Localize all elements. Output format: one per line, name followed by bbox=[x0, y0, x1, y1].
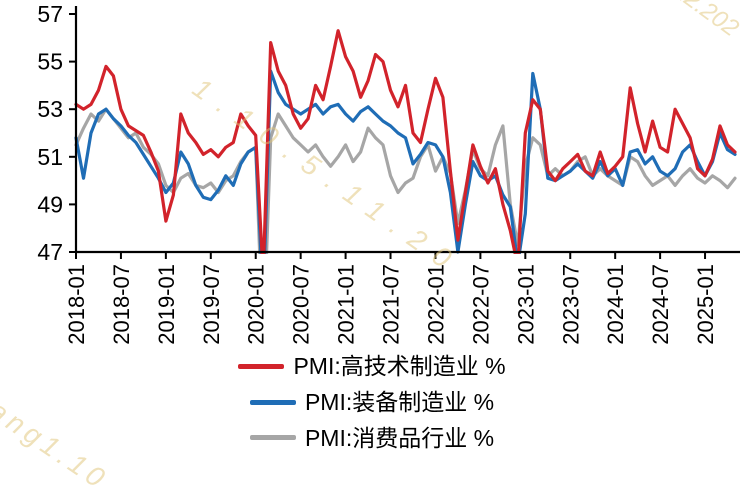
y-tick-label: 55 bbox=[37, 49, 63, 75]
x-tick-label: 2025-01 bbox=[693, 264, 718, 345]
x-tick-label: 2021-01 bbox=[334, 264, 359, 345]
pmi-line-chart: 47 49 51 53 55 57 2018-01 2018-07 2019-01 2019-07… bbox=[37, 1, 740, 345]
y-tick-label: 51 bbox=[37, 144, 63, 170]
x-tick-label: 2018-01 bbox=[64, 264, 89, 345]
chart-legend: PMI:高技术制造业 % PMI:装备制造业 % PMI:消费品行业 % bbox=[0, 352, 744, 452]
x-tick-label: 2022-07 bbox=[468, 264, 493, 345]
legend-swatch-consumer bbox=[249, 435, 296, 441]
series-line-equipment bbox=[74, 69, 737, 254]
legend-item-hightech: PMI:高技术制造业 % bbox=[238, 352, 506, 381]
x-tick-label: 2022-01 bbox=[423, 264, 448, 345]
y-tick-label: 49 bbox=[37, 191, 63, 217]
x-tick-label: 2018-07 bbox=[109, 264, 134, 345]
y-tick-label: 47 bbox=[37, 239, 63, 265]
x-tick-label: 2024-07 bbox=[648, 264, 673, 345]
legend-item-consumer: PMI:消费品行业 % bbox=[249, 424, 495, 453]
x-tick-label: 2020-01 bbox=[244, 264, 269, 345]
legend-swatch-equipment bbox=[249, 399, 296, 405]
legend-label-consumer: PMI:消费品行业 % bbox=[304, 424, 495, 451]
legend-swatch-hightech bbox=[238, 363, 285, 369]
legend-label-equipment: PMI:装备制造业 % bbox=[304, 388, 495, 415]
x-tick-label: 2023-01 bbox=[513, 264, 538, 345]
series-line-hightech bbox=[74, 29, 737, 254]
y-tick-label: 57 bbox=[37, 1, 63, 27]
y-tick-label: 53 bbox=[37, 96, 63, 122]
x-tick-label: 2020-07 bbox=[289, 264, 314, 345]
x-tick-label: 2024-01 bbox=[603, 264, 628, 345]
x-tick-label: 2019-07 bbox=[199, 264, 224, 345]
x-tick-label: 2023-07 bbox=[558, 264, 583, 345]
x-tick-label: 2021-07 bbox=[379, 264, 404, 345]
legend-label-hightech: PMI:高技术制造业 % bbox=[293, 353, 506, 379]
legend-item-equipment: PMI:装备制造业 % bbox=[249, 388, 495, 417]
x-tick-label: 2019-01 bbox=[154, 264, 179, 345]
